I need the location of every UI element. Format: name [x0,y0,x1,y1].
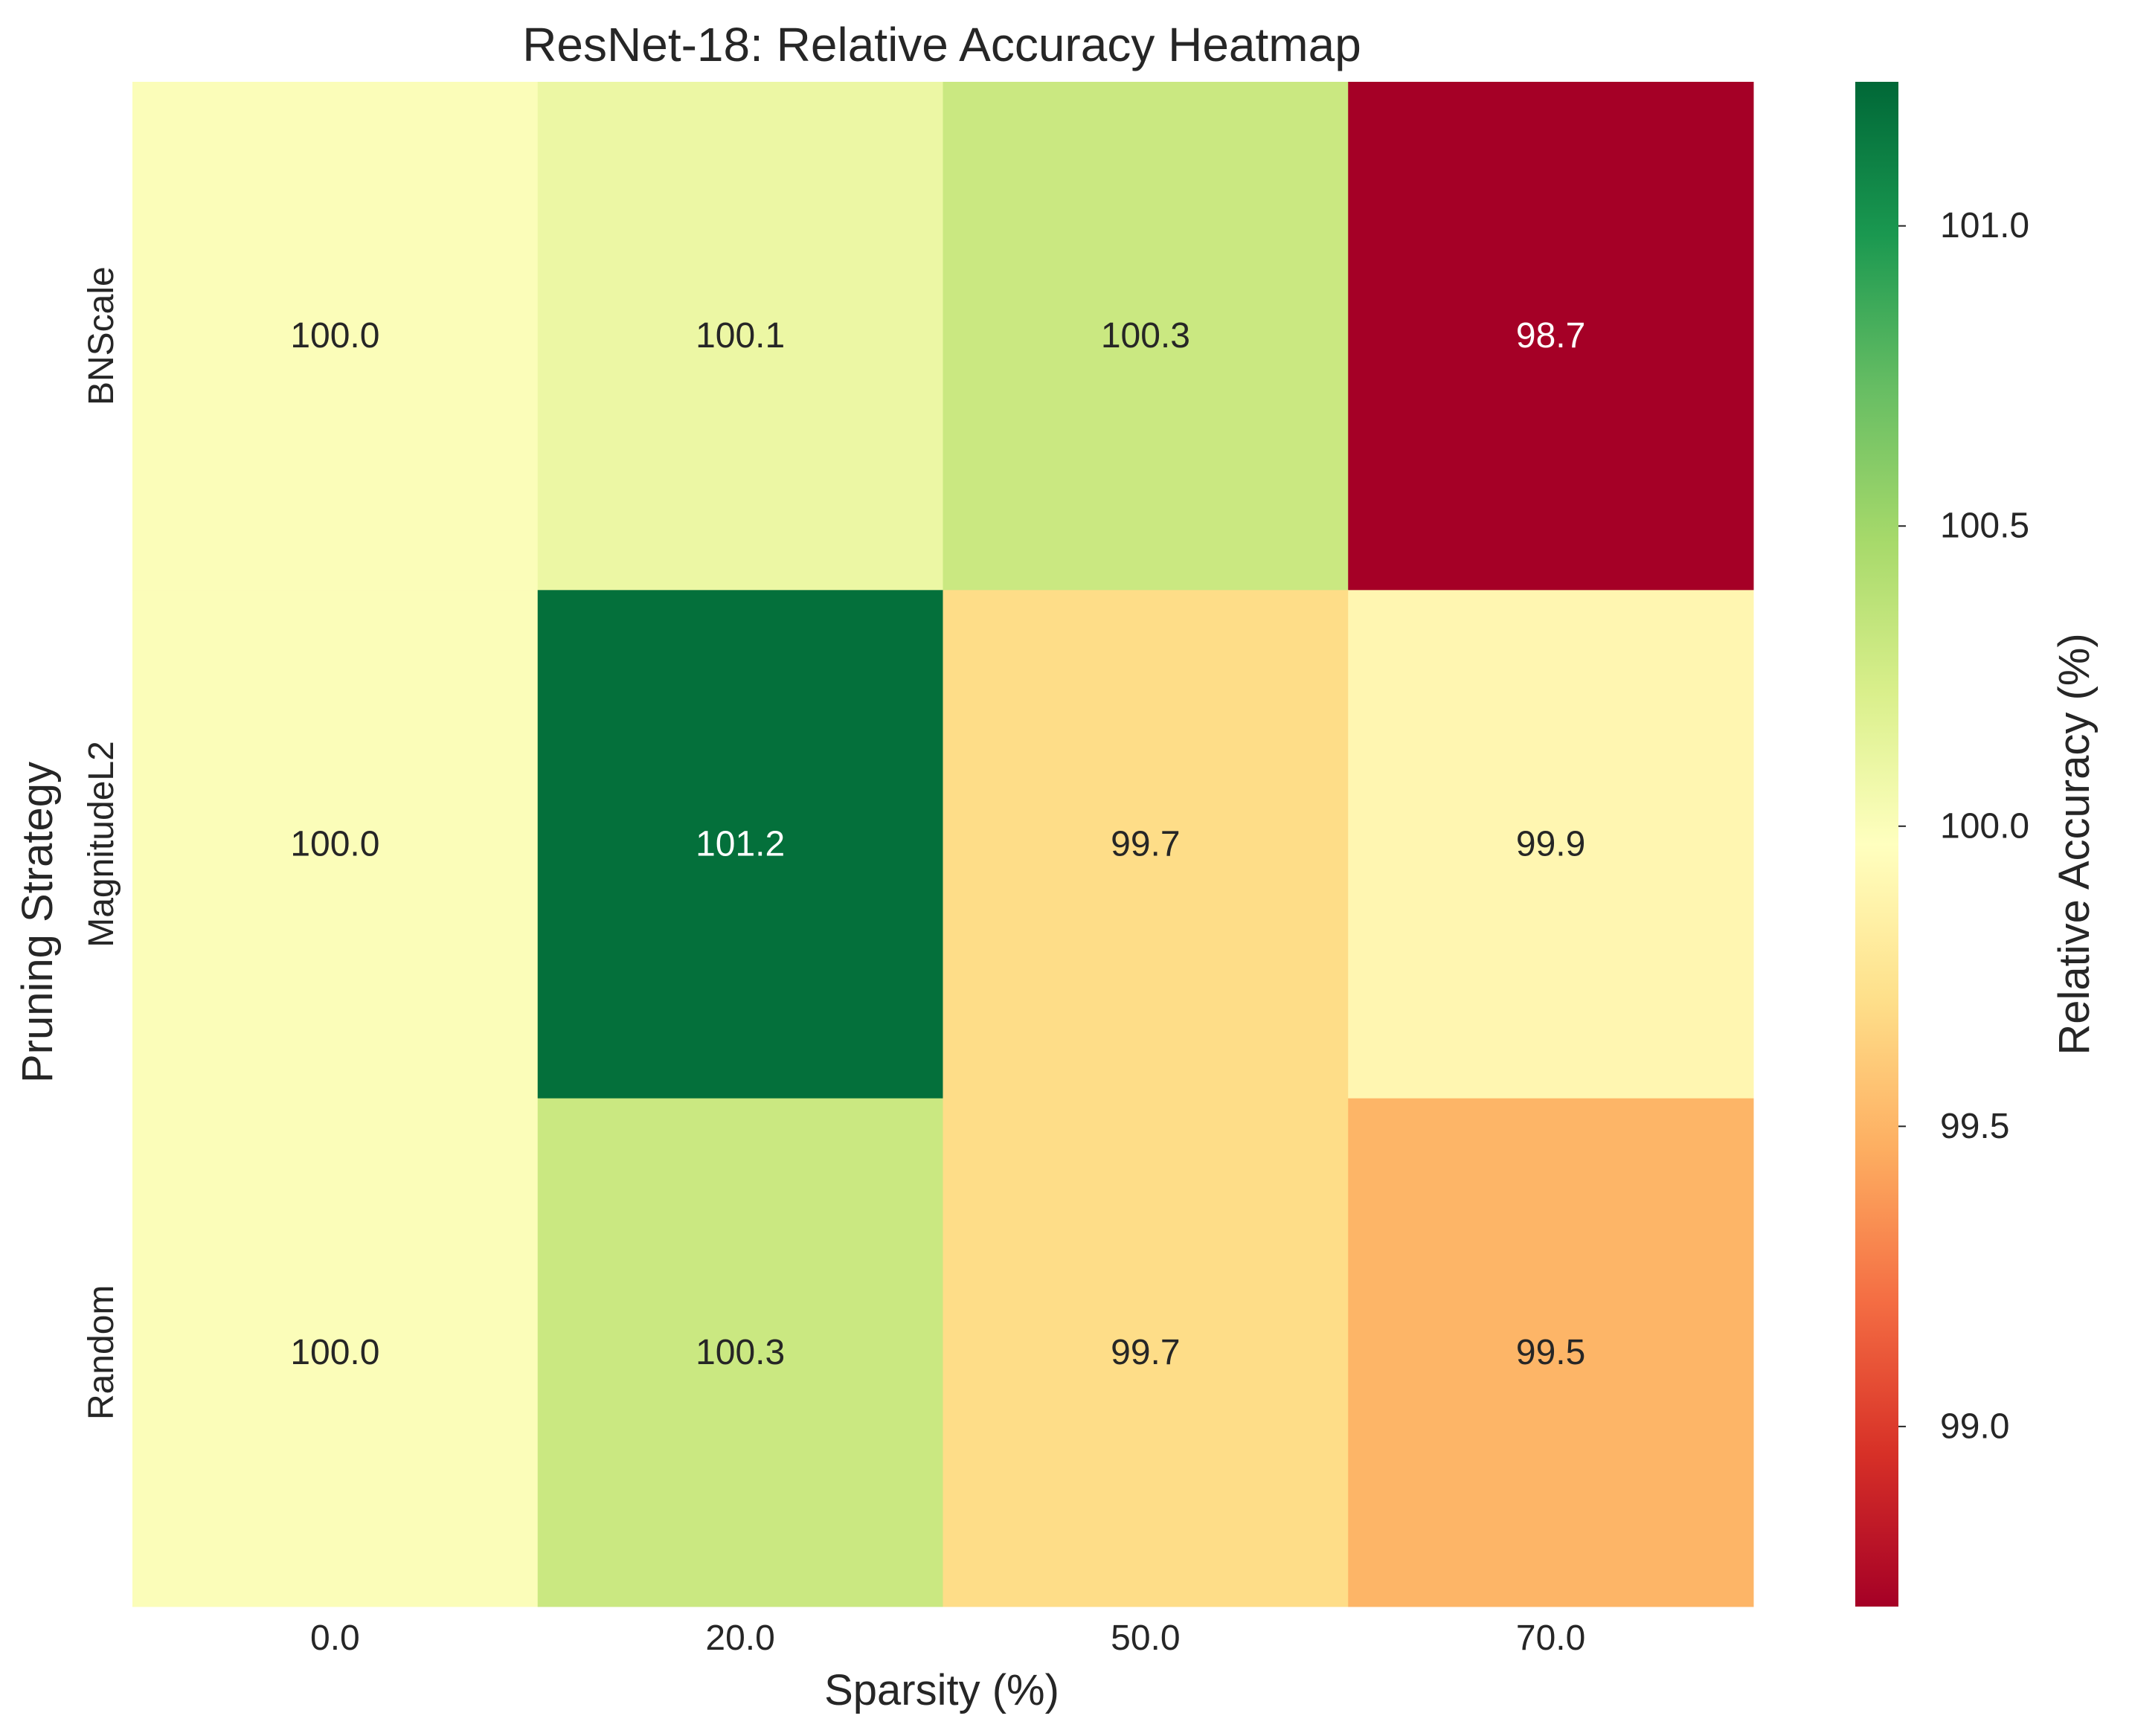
heatmap-cell-1-0 [132,590,539,1099]
cell-value-label: 99.7 [1111,825,1180,864]
cell-value-label: 100.0 [290,316,379,356]
x-tick-label: 70.0 [1516,1618,1585,1658]
heatmap-cell-0-3 [1348,82,1754,591]
cell-value-label: 101.2 [696,825,785,864]
heatmap-cell-1-2 [943,590,1349,1099]
colorbar-ticks: 99.0 99.5 100.0 100.5 101.0 [1898,206,2029,1446]
cell-value-label: 99.5 [1516,1333,1585,1372]
y-tick-label: BNScale [82,266,121,405]
cell-value-label: 99.9 [1516,825,1585,864]
heatmap-cells [132,82,1754,1607]
x-axis-label: Sparsity (%) [824,1666,1059,1714]
cell-value-label: 99.7 [1111,1333,1180,1372]
heatmap-cell-2-3 [1348,1098,1754,1607]
heatmap-cell-0-1 [537,82,943,591]
heatmap-cell-1-1 [537,590,943,1099]
y-tick-label: MagnitudeL2 [82,741,121,948]
colorbar-tick-label: 99.5 [1940,1107,2009,1146]
y-tick-labels: BNScale MagnitudeL2 Random [82,266,121,1420]
heatmap-cell-2-2 [943,1098,1349,1607]
colorbar-tick-label: 100.0 [1940,806,2029,846]
cell-value-label: 98.7 [1516,316,1585,356]
colorbar-tick-label: 100.5 [1940,507,2029,546]
colorbar-tick-label: 99.0 [1940,1407,2009,1446]
y-axis-label: Pruning Strategy [13,762,62,1083]
heatmap-cell-labels: 100.0 100.1 100.3 98.7 100.0 101.2 99.7 99.9 100… [290,316,1585,1372]
heatmap-cell-0-0 [132,82,539,591]
x-tick-label: 20.0 [705,1618,774,1658]
cell-value-label: 100.3 [696,1333,785,1372]
colorbar-label: Relative Accuracy (%) [2050,633,2099,1055]
colorbar [1855,82,1898,1607]
heatmap-cell-0-2 [943,82,1349,591]
x-tick-label: 0.0 [310,1618,360,1658]
y-tick-label: Random [82,1285,121,1420]
cell-value-label: 100.1 [696,316,785,356]
x-tick-labels: 0.0 20.0 50.0 70.0 [310,1618,1585,1658]
heatmap-cell-1-3 [1348,590,1754,1099]
cell-value-label: 100.3 [1101,316,1190,356]
cell-value-label: 100.0 [290,1333,379,1372]
heatmap-cell-2-1 [537,1098,943,1607]
heatmap-cell-2-0 [132,1098,539,1607]
chart-title: ResNet-18: Relative Accuracy Heatmap [522,18,1361,71]
cell-value-label: 100.0 [290,825,379,864]
colorbar-tick-label: 101.0 [1940,206,2029,245]
x-tick-label: 50.0 [1111,1618,1180,1658]
